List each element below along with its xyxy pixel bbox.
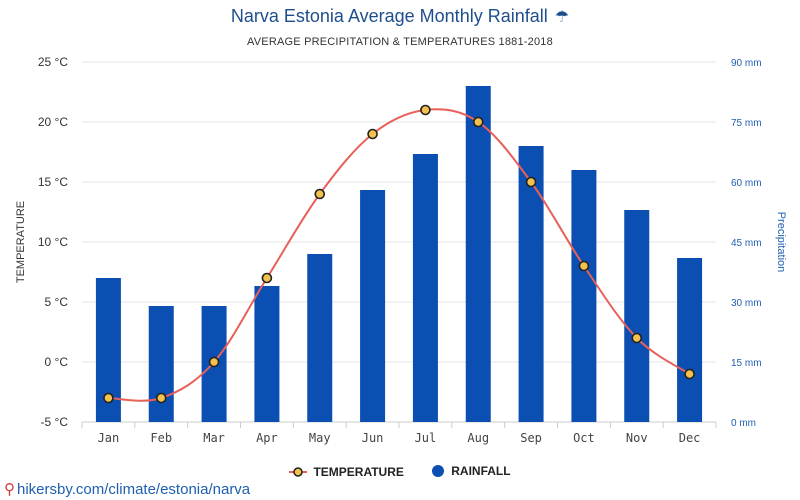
- x-tick-label: Nov: [626, 431, 648, 445]
- x-tick-label: Aug: [467, 431, 489, 445]
- temperature-point: [155, 392, 167, 404]
- temperature-point: [314, 188, 326, 200]
- line-marker-icon: [289, 467, 308, 477]
- temperature-point: [420, 104, 431, 116]
- y-tick-label-right: 15 mm: [731, 358, 762, 369]
- y-tick-label-left: 25 °C: [38, 55, 68, 69]
- x-tick-label: Dec: [679, 431, 701, 445]
- legend-item-temperature[interactable]: TEMPERATURE: [289, 465, 404, 479]
- y-tick-label-left: 20 °C: [38, 115, 68, 129]
- y-tick-label-left: 5 °C: [45, 295, 69, 309]
- y-tick-label-left: -5 °C: [41, 415, 69, 429]
- rainfall-bar: [254, 286, 280, 422]
- y-tick-label-right: 90 mm: [731, 58, 762, 69]
- y-tick-label-right: 30 mm: [731, 298, 762, 309]
- temperature-point: [578, 260, 590, 272]
- source-url: hikersby.com/climate/estonia/narva: [17, 481, 251, 498]
- x-tick-label: Sep: [520, 431, 542, 445]
- y-tick-label-right: 45 mm: [731, 238, 762, 249]
- chart-title: Narva Estonia Average Monthly Rainfall ☂: [0, 6, 800, 27]
- map-pin-icon: ⚲: [4, 481, 15, 498]
- y-axis-title-right: Precipitation: [775, 212, 787, 273]
- temperature-point: [684, 368, 695, 380]
- chart-subtitle: AVERAGE PRECIPITATION & TEMPERATURES 188…: [247, 36, 553, 48]
- chart-legend: TEMPERATURE RAINFALL: [0, 464, 800, 481]
- rainfall-bar: [518, 146, 544, 422]
- x-tick-label: May: [309, 431, 331, 445]
- y-tick-label-left: 10 °C: [38, 235, 68, 249]
- source-link[interactable]: ⚲ hikersby.com/climate/estonia/narva: [4, 480, 250, 498]
- y-tick-label-left: 15 °C: [38, 175, 68, 189]
- x-tick-label: Jul: [415, 431, 437, 445]
- x-tick-label: Jun: [362, 431, 384, 445]
- temperature-point: [367, 128, 378, 140]
- x-tick-label: Mar: [203, 431, 225, 445]
- temperature-point: [525, 176, 537, 188]
- temperature-point: [472, 116, 484, 128]
- rainfall-bar: [148, 306, 174, 422]
- y-tick-label-right: 60 mm: [731, 178, 762, 189]
- rainfall-bar: [571, 170, 597, 422]
- rainfall-bar: [412, 154, 438, 422]
- y-tick-label-right: 75 mm: [731, 118, 762, 129]
- temperature-point: [631, 332, 643, 344]
- circle-marker-icon: [432, 465, 445, 477]
- rainfall-bar: [360, 190, 386, 422]
- y-tick-label-left: 0 °C: [45, 355, 69, 369]
- umbrella-icon: ☂: [554, 9, 570, 26]
- x-tick-label: Jan: [98, 431, 120, 445]
- legend-label-rainfall: RAINFALL: [451, 464, 511, 478]
- rainfall-bar: [307, 254, 333, 422]
- legend-label-temperature: TEMPERATURE: [313, 465, 404, 479]
- rainfall-bar: [624, 210, 650, 422]
- temperature-point: [208, 356, 220, 368]
- temperature-point: [103, 392, 114, 404]
- y-axis-title-left: TEMPERATURE: [15, 201, 27, 283]
- chart-title-text: Narva Estonia Average Monthly Rainfall: [230, 6, 548, 26]
- temperature-line: [108, 108, 691, 402]
- x-tick-label: Feb: [150, 431, 172, 445]
- x-tick-label: Apr: [256, 431, 278, 445]
- legend-item-rainfall[interactable]: RAINFALL: [431, 464, 511, 478]
- y-tick-label-right: 0 mm: [731, 418, 756, 429]
- temperature-point: [261, 272, 273, 284]
- x-tick-label: Oct: [573, 431, 595, 445]
- rainfall-bar: [465, 86, 491, 422]
- rainfall-bar: [677, 258, 703, 422]
